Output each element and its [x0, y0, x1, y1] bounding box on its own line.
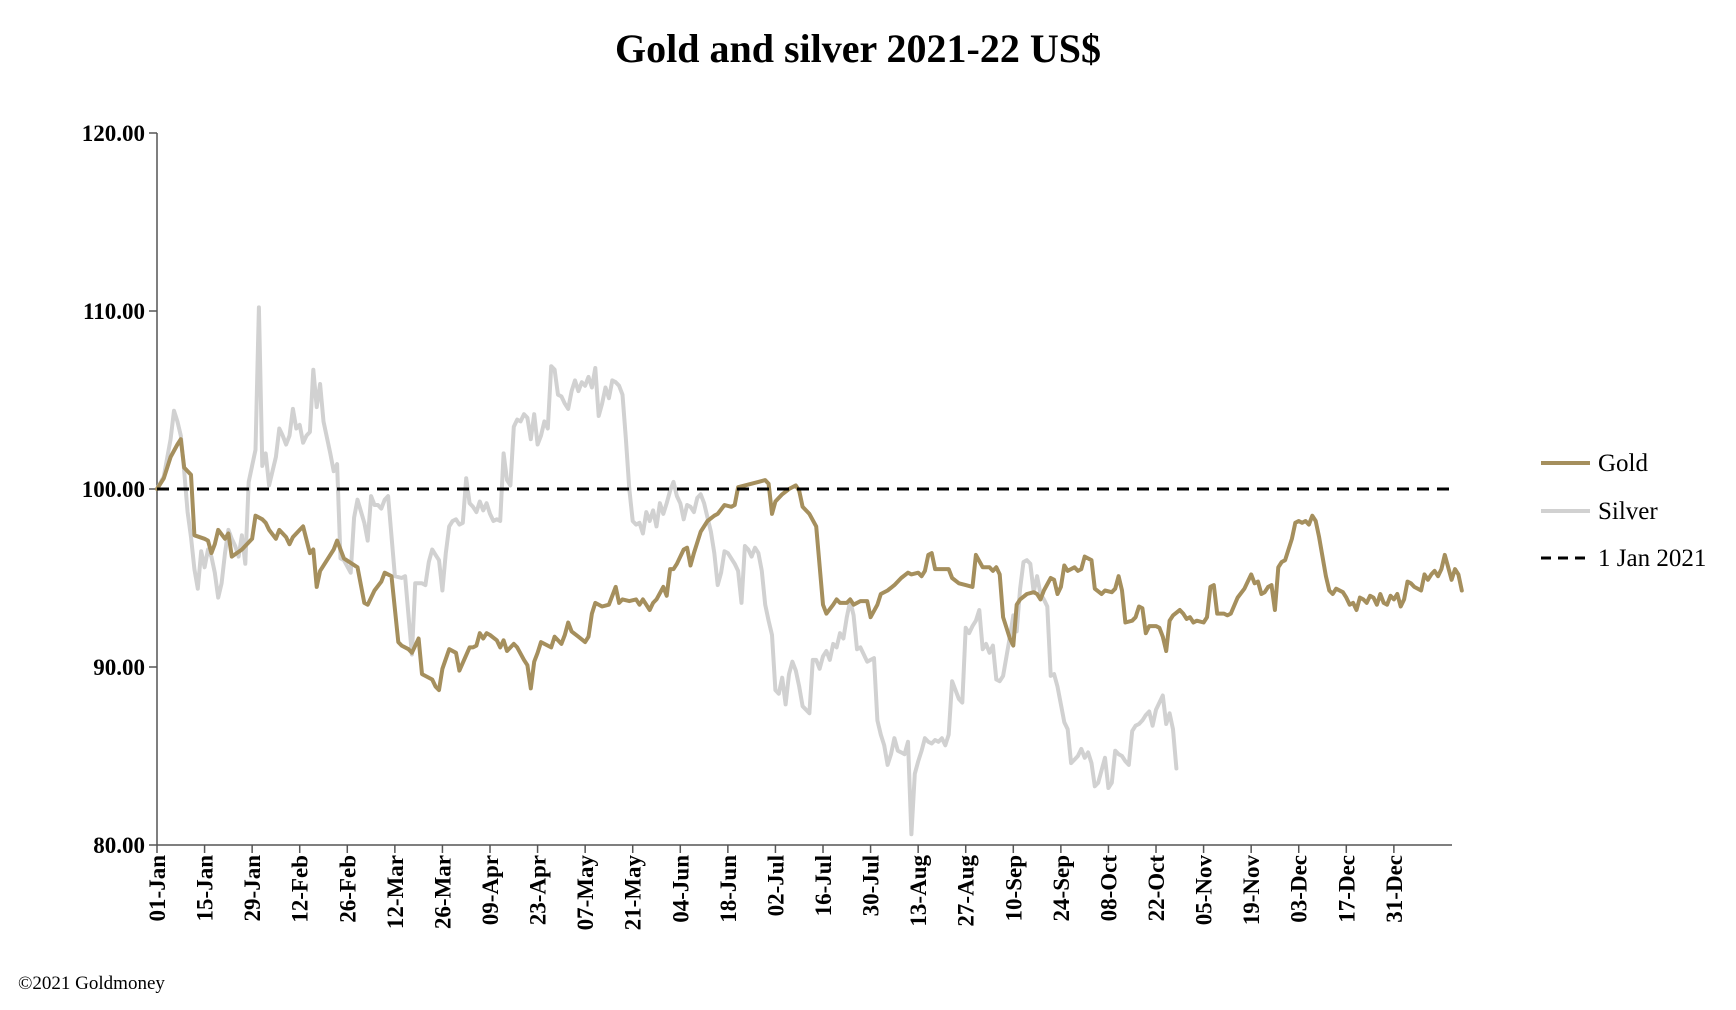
x-tick-label: 08-Oct — [1096, 855, 1121, 922]
x-tick-label: 03-Dec — [1287, 855, 1312, 923]
series-line-gold — [155, 437, 1464, 693]
y-tick-label: 80.00 — [93, 833, 145, 858]
x-tick-label: 01-Jan — [145, 855, 170, 922]
x-tick-label: 22-Oct — [1144, 855, 1169, 922]
x-tick-label: 18-Jun — [716, 855, 741, 923]
x-tick-label: 31-Dec — [1382, 855, 1407, 923]
copyright-text: ©2021 Goldmoney — [18, 973, 165, 994]
x-tick-label: 21-May — [621, 855, 646, 931]
y-tick-label: 90.00 — [93, 655, 145, 680]
x-tick-label: 16-Jul — [811, 855, 836, 916]
x-tick-label: 19-Nov — [1239, 855, 1264, 926]
y-tick-label: 110.00 — [83, 299, 145, 324]
x-tick-label: 02-Jul — [763, 855, 788, 916]
x-tick-label: 05-Nov — [1192, 855, 1217, 926]
x-tick-label: 10-Sep — [1001, 855, 1026, 921]
x-tick-label: 30-Jul — [859, 855, 884, 916]
x-tick-label: 07-May — [573, 855, 598, 931]
x-tick-label: 12-Mar — [383, 855, 408, 929]
x-axis: 01-Jan 15-Jan 29-Jan 12-Feb 26-Feb 12-Mar 26-M… — [145, 844, 1452, 931]
x-tick-label: 26-Feb — [335, 855, 360, 923]
y-axis: 80.00 90.00 100.00 110.00 120.00 — [82, 121, 158, 858]
x-tick-label: 09-Apr — [478, 855, 503, 925]
x-tick-label: 12-Feb — [288, 855, 313, 923]
x-tick-label: 26-Mar — [430, 855, 455, 929]
x-tick-label: 24-Sep — [1049, 855, 1074, 921]
series-lines — [155, 305, 1464, 837]
x-tick-label: 15-Jan — [193, 855, 218, 922]
x-tick-label: 29-Jan — [240, 855, 265, 922]
y-tick-label: 100.00 — [82, 477, 145, 502]
chart-title: Gold and silver 2021-22 US$ — [615, 26, 1101, 71]
x-tick-label: 27-Aug — [954, 855, 979, 927]
y-tick-label: 120.00 — [82, 121, 145, 146]
x-tick-label: 04-Jun — [668, 855, 693, 923]
x-tick-label: 13-Aug — [906, 855, 931, 927]
legend-label: 1 Jan 2021 — [1598, 545, 1706, 572]
legend-label: Silver — [1598, 498, 1658, 525]
legend-label: Gold — [1598, 450, 1649, 477]
series-line-silver — [155, 305, 1179, 837]
x-tick-label: 17-Dec — [1334, 855, 1359, 923]
legend: Gold Silver 1 Jan 2021 — [1541, 450, 1706, 572]
x-tick-label: 23-Apr — [526, 855, 551, 925]
